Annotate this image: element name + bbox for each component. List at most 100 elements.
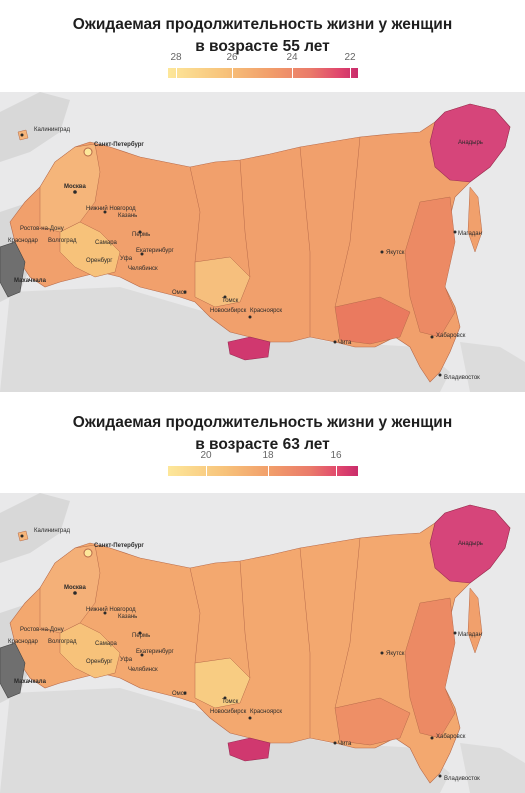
city-label: Омск [172, 290, 187, 296]
city-label: Хабаровск [436, 734, 466, 740]
city-label: Ростов-на-Дону [20, 226, 64, 232]
map-title-line1: Ожидаемая продолжительность жизни у женщ… [72, 16, 453, 33]
city-label: Владивосток [444, 375, 480, 381]
russia-map-svg: Калининград Санкт-Петербург Москва Нижни… [0, 92, 525, 392]
city-label: Оренбург [86, 659, 113, 665]
city-label: Красноярск [250, 308, 282, 314]
legend-label: 18 [262, 450, 274, 461]
region-far-east [404, 196, 456, 338]
legend-tick [350, 66, 351, 80]
city-label: Новосибирск [210, 709, 247, 715]
neighbor-land [0, 287, 450, 392]
region-caucasus [0, 642, 26, 699]
legend-label: 28 [170, 52, 182, 63]
city-dot [223, 295, 227, 299]
city-dot [103, 611, 107, 615]
city-label: Краснодар [8, 238, 39, 244]
city-markers: Калининград Санкт-Петербург Москва Нижни… [8, 127, 483, 381]
legend-label: 26 [226, 52, 238, 63]
city-label: Владивосток [444, 776, 480, 782]
legend-gradient-bar [168, 466, 358, 476]
city-label: Челябинск [128, 667, 158, 673]
region-tuva [227, 737, 271, 762]
city-label: Пермь [132, 633, 150, 639]
city-label: Ростов-на-Дону [20, 627, 64, 633]
region-siberia-west [194, 256, 251, 308]
city-dot [138, 230, 142, 234]
city-dot [453, 230, 457, 234]
city-dot [83, 147, 93, 157]
region-siberia-west [194, 657, 251, 709]
city-label: Махачкала [14, 679, 47, 685]
city-label: Анадырь [458, 140, 483, 146]
city-label: Чита [338, 741, 352, 747]
map-panel-55: Ожидаемая продолжительность жизни у женщ… [0, 0, 525, 395]
city-dot [140, 653, 144, 657]
color-legend: 28 26 24 22 [168, 52, 358, 82]
city-label: Санкт-Петербург [94, 542, 144, 549]
city-label: Калининград [34, 528, 71, 534]
city-label: Краснодар [8, 639, 39, 645]
legend-tick [206, 464, 207, 478]
region-west [39, 544, 101, 634]
city-dot [380, 651, 384, 655]
city-dot [140, 252, 144, 256]
city-label: Калининград [34, 127, 71, 133]
city-label: Якутск [386, 651, 405, 657]
region-central [59, 221, 121, 278]
region-amur [334, 697, 411, 746]
neighbor-land [0, 688, 450, 793]
region-caucasus [0, 241, 26, 298]
legend-label: 20 [200, 450, 212, 461]
map-title: Ожидаемая продолжительность жизни у женщ… [0, 412, 525, 456]
map-title: Ожидаемая продолжительность жизни у женщ… [0, 14, 525, 58]
map-area: Калининград Санкт-Петербург Москва Нижни… [0, 493, 525, 793]
region-border [189, 136, 361, 337]
city-label: Волгоград [48, 238, 77, 244]
city-label: Нижний Новгород [86, 606, 136, 613]
city-dot [183, 290, 187, 294]
region-chukotka [429, 504, 511, 584]
legend-tick [176, 66, 177, 80]
russia-map-svg: Калининград Санкт-Петербург Москва Нижни… [0, 493, 525, 793]
city-dot [438, 774, 442, 778]
city-dot [430, 335, 434, 339]
city-label: Красноярск [250, 709, 282, 715]
city-dot [430, 736, 434, 740]
city-label: Чита [338, 340, 352, 346]
city-label: Магадан [458, 231, 482, 237]
city-label: Томск [222, 699, 239, 705]
color-legend: 20 18 16 [168, 450, 358, 480]
city-dot [20, 133, 24, 137]
map-area: Калининград Санкт-Петербург Москва Нижни… [0, 92, 525, 392]
legend-tick [292, 66, 293, 80]
city-dot [138, 631, 142, 635]
city-label: Москва [64, 184, 87, 190]
city-dot [380, 250, 384, 254]
city-label: Самара [95, 240, 118, 246]
city-label: Анадырь [458, 541, 483, 547]
region-far-east [404, 597, 456, 739]
city-dot [20, 534, 24, 538]
island-sakhalin [467, 587, 483, 654]
region-amur [334, 296, 411, 345]
city-label: Екатеринбург [136, 649, 175, 655]
city-label: Челябинск [128, 266, 158, 272]
city-label: Уфа [120, 256, 133, 262]
region-central [59, 622, 121, 679]
city-label: Томск [222, 298, 239, 304]
city-label: Волгоград [48, 639, 77, 645]
region-west [39, 143, 101, 233]
map-title-line2: в возрасте 55 лет [195, 38, 330, 55]
city-label: Магадан [458, 632, 482, 638]
map-title-line2: в возрасте 63 лет [195, 436, 330, 453]
legend-tick [232, 66, 233, 80]
city-markers: Калининград Санкт-Петербург Москва Нижни… [8, 528, 483, 782]
city-label: Самара [95, 641, 118, 647]
city-label: Москва [64, 585, 87, 591]
city-dot [248, 315, 252, 319]
city-dot [73, 190, 77, 194]
city-dot [103, 210, 107, 214]
city-label: Хабаровск [436, 333, 466, 339]
region-chukotka [429, 103, 511, 183]
